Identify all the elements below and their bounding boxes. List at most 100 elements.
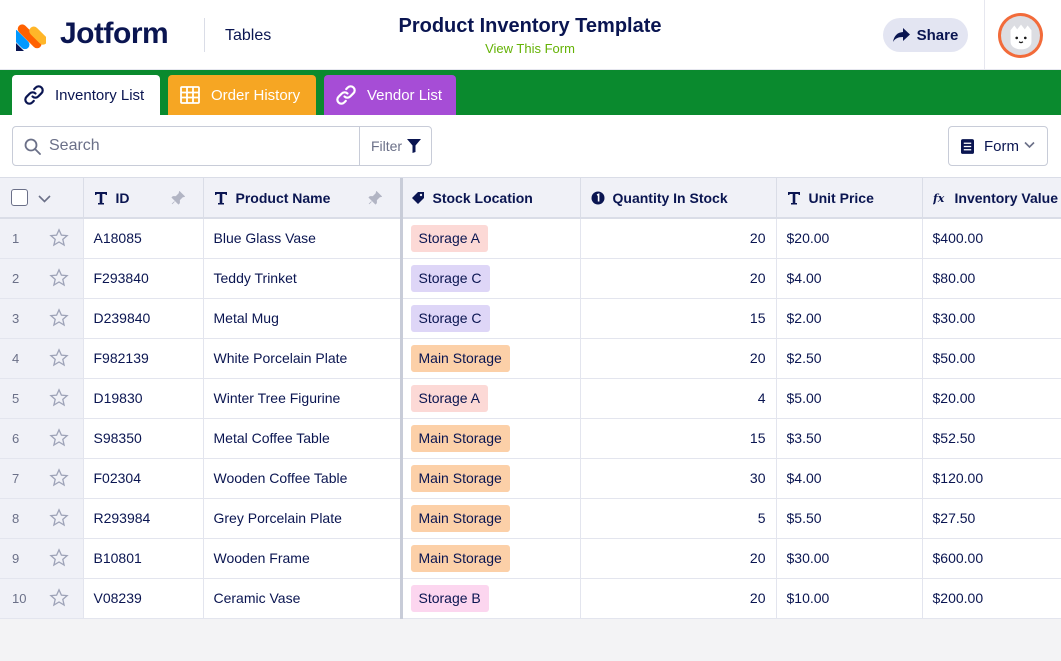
cell-unit-price[interactable]: $5.50 xyxy=(776,498,923,539)
cell-id[interactable]: F02304 xyxy=(83,458,204,499)
pin-icon[interactable] xyxy=(367,191,382,205)
cell-product-name[interactable]: White Porcelain Plate xyxy=(203,338,402,379)
chevron-down-icon[interactable] xyxy=(38,195,51,203)
cell-id[interactable]: R293984 xyxy=(83,498,204,539)
cell-unit-price[interactable]: $30.00 xyxy=(776,538,923,579)
cell-unit-price[interactable]: $2.50 xyxy=(776,338,923,379)
filter-button[interactable]: Filter xyxy=(360,127,432,165)
cell-stock-location[interactable]: Main Storage xyxy=(399,338,581,379)
cell-id[interactable]: D239840 xyxy=(83,298,204,339)
cell-quantity[interactable]: 20 xyxy=(580,338,777,379)
table-row[interactable]: 8 R293984 Grey Porcelain Plate Main Storage… xyxy=(0,498,1061,539)
view-form-link[interactable]: View This Form xyxy=(485,41,575,56)
cell-stock-location[interactable]: Main Storage xyxy=(399,458,581,499)
avatar[interactable] xyxy=(998,13,1043,58)
cell-stock-location[interactable]: Main Storage xyxy=(399,418,581,459)
cell-product-name[interactable]: Teddy Trinket xyxy=(203,258,402,299)
tab-order-history[interactable]: Order History xyxy=(168,75,316,115)
cell-unit-price[interactable]: $4.00 xyxy=(776,458,923,499)
brand-name[interactable]: Jotform xyxy=(60,17,169,50)
star-icon[interactable] xyxy=(49,508,69,528)
table-row[interactable]: 10 V08239 Ceramic Vase Storage B 20 $10.00 $20… xyxy=(0,578,1061,619)
column-header-unit-price[interactable]: Unit Price xyxy=(776,178,923,219)
cell-quantity[interactable]: 15 xyxy=(580,418,777,459)
cell-stock-location[interactable]: Storage B xyxy=(399,578,581,619)
star-icon[interactable] xyxy=(49,228,69,248)
table-row[interactable]: 4 F982139 White Porcelain Plate Main Storag… xyxy=(0,338,1061,379)
table-row[interactable]: 7 F02304 Wooden Coffee Table Main Storage 30… xyxy=(0,458,1061,499)
cell-id[interactable]: F293840 xyxy=(83,258,204,299)
cell-id[interactable]: S98350 xyxy=(83,418,204,459)
cell-stock-location[interactable]: Main Storage xyxy=(399,538,581,579)
star-icon[interactable] xyxy=(49,308,69,328)
pin-icon[interactable] xyxy=(170,191,185,205)
search-input[interactable] xyxy=(49,128,359,164)
jotform-logo-icon[interactable] xyxy=(16,19,46,51)
cell-inventory-value[interactable]: $400.00 xyxy=(922,218,1061,259)
table-row[interactable]: 2 F293840 Teddy Trinket Storage C 20 $4.00 $80… xyxy=(0,258,1061,299)
cell-inventory-value[interactable]: $80.00 xyxy=(922,258,1061,299)
cell-inventory-value[interactable]: $50.00 xyxy=(922,338,1061,379)
table-row[interactable]: 1 A18085 Blue Glass Vase Storage A 20 $20.00 $… xyxy=(0,218,1061,259)
table-row[interactable]: 6 S98350 Metal Coffee Table Main Storage 15 $… xyxy=(0,418,1061,459)
column-header-stock-location[interactable]: Stock Location xyxy=(399,178,581,219)
cell-stock-location[interactable]: Storage A xyxy=(399,218,581,259)
cell-quantity[interactable]: 20 xyxy=(580,218,777,259)
cell-stock-location[interactable]: Storage A xyxy=(399,378,581,419)
star-icon[interactable] xyxy=(49,468,69,488)
cell-product-name[interactable]: Winter Tree Figurine xyxy=(203,378,402,419)
cell-stock-location[interactable]: Main Storage xyxy=(399,498,581,539)
cell-inventory-value[interactable]: $52.50 xyxy=(922,418,1061,459)
cell-inventory-value[interactable]: $200.00 xyxy=(922,578,1061,619)
table-row[interactable]: 3 D239840 Metal Mug Storage C 15 $2.00 $30.00 xyxy=(0,298,1061,339)
share-button[interactable]: Share xyxy=(883,18,968,52)
cell-id[interactable]: F982139 xyxy=(83,338,204,379)
column-header-product-name[interactable]: Product Name xyxy=(203,178,402,219)
tab-inventory-list[interactable]: Inventory List xyxy=(12,75,160,115)
table-row[interactable]: 5 D19830 Winter Tree Figurine Storage A 4 $5.… xyxy=(0,378,1061,419)
tab-vendor-list[interactable]: Vendor List xyxy=(324,75,456,115)
cell-product-name[interactable]: Metal Mug xyxy=(203,298,402,339)
table-row[interactable]: 9 B10801 Wooden Frame Main Storage 20 $30.00 $… xyxy=(0,538,1061,579)
cell-quantity[interactable]: 20 xyxy=(580,258,777,299)
star-icon[interactable] xyxy=(49,388,69,408)
select-all-checkbox[interactable] xyxy=(11,189,28,207)
cell-stock-location[interactable]: Storage C xyxy=(399,298,581,339)
cell-quantity[interactable]: 20 xyxy=(580,538,777,579)
column-header-inventory-value[interactable]: fx Inventory Value xyxy=(922,178,1061,219)
cell-product-name[interactable]: Blue Glass Vase xyxy=(203,218,402,259)
cell-id[interactable]: B10801 xyxy=(83,538,204,579)
cell-unit-price[interactable]: $5.00 xyxy=(776,378,923,419)
star-icon[interactable] xyxy=(49,428,69,448)
cell-inventory-value[interactable]: $27.50 xyxy=(922,498,1061,539)
cell-unit-price[interactable]: $3.50 xyxy=(776,418,923,459)
cell-quantity[interactable]: 20 xyxy=(580,578,777,619)
cell-inventory-value[interactable]: $120.00 xyxy=(922,458,1061,499)
cell-quantity[interactable]: 15 xyxy=(580,298,777,339)
cell-inventory-value[interactable]: $30.00 xyxy=(922,298,1061,339)
cell-unit-price[interactable]: $20.00 xyxy=(776,218,923,259)
star-icon[interactable] xyxy=(49,548,69,568)
cell-quantity[interactable]: 30 xyxy=(580,458,777,499)
column-header-id[interactable]: ID xyxy=(83,178,204,219)
cell-product-name[interactable]: Grey Porcelain Plate xyxy=(203,498,402,539)
cell-quantity[interactable]: 4 xyxy=(580,378,777,419)
cell-id[interactable]: V08239 xyxy=(83,578,204,619)
cell-unit-price[interactable]: $4.00 xyxy=(776,258,923,299)
cell-product-name[interactable]: Metal Coffee Table xyxy=(203,418,402,459)
form-view-button[interactable]: Form xyxy=(948,126,1048,166)
cell-id[interactable]: D19830 xyxy=(83,378,204,419)
cell-quantity[interactable]: 5 xyxy=(580,498,777,539)
cell-product-name[interactable]: Ceramic Vase xyxy=(203,578,402,619)
cell-inventory-value[interactable]: $20.00 xyxy=(922,378,1061,419)
cell-stock-location[interactable]: Storage C xyxy=(399,258,581,299)
star-icon[interactable] xyxy=(49,588,69,608)
cell-id[interactable]: A18085 xyxy=(83,218,204,259)
cell-inventory-value[interactable]: $600.00 xyxy=(922,538,1061,579)
cell-unit-price[interactable]: $10.00 xyxy=(776,578,923,619)
star-icon[interactable] xyxy=(49,348,69,368)
cell-product-name[interactable]: Wooden Frame xyxy=(203,538,402,579)
star-icon[interactable] xyxy=(49,268,69,288)
cell-product-name[interactable]: Wooden Coffee Table xyxy=(203,458,402,499)
column-header-quantity[interactable]: Quantity In Stock xyxy=(580,178,777,219)
